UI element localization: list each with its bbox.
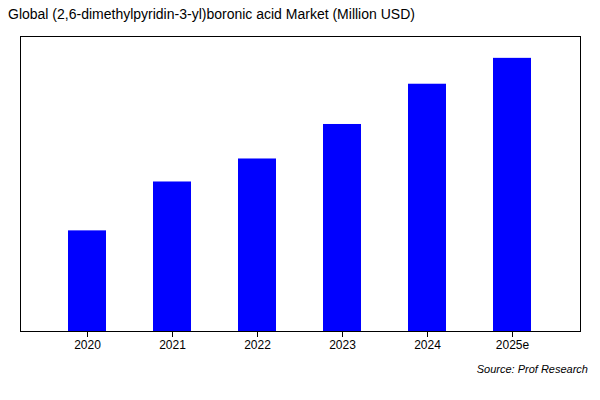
svg-text:2023: 2023	[329, 338, 356, 352]
svg-text:2020: 2020	[74, 338, 101, 352]
html-text:Source: Prof Research: Source: Prof Research	[476, 363, 588, 375]
svg-text:2025e: 2025e	[496, 338, 530, 352]
svg-text:2022: 2022	[244, 338, 271, 352]
svg-text:2021: 2021	[159, 338, 186, 352]
html-text:Global (2,6-dimethylpyridin-3-: Global (2,6-dimethylpyridin-3-yl)boronic…	[8, 6, 415, 22]
svg-text:2024: 2024	[414, 338, 441, 352]
